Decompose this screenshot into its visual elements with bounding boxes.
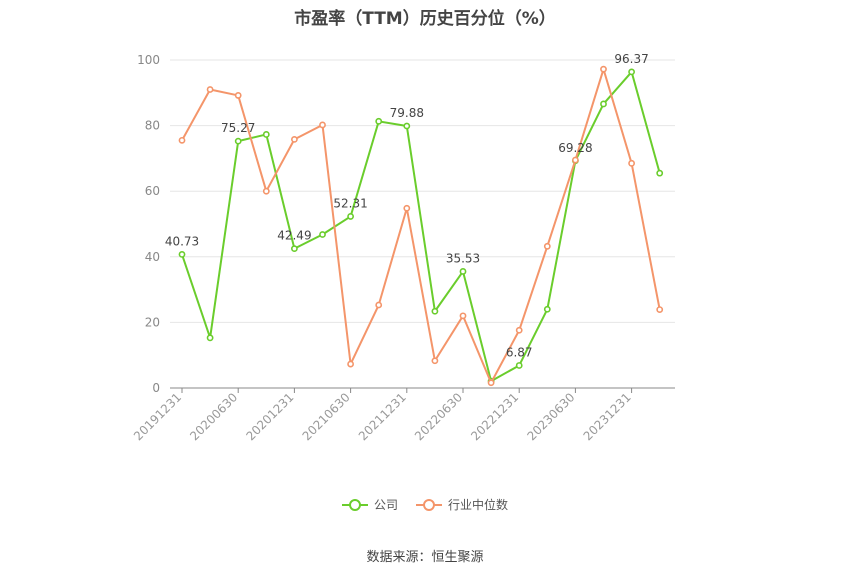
series-line-company — [181, 70, 661, 383]
y-tick-label: 40 — [145, 250, 160, 264]
x-tick-label: 20221231 — [468, 390, 521, 443]
company-point — [206, 334, 214, 342]
y-tick-label: 60 — [145, 184, 160, 198]
x-tick-label: 20220630 — [412, 390, 465, 443]
company-point — [234, 137, 242, 145]
industry-median-point — [206, 86, 214, 93]
industry-median-point — [290, 135, 298, 143]
industry-median-point — [487, 379, 495, 387]
data-label: 79.88 — [390, 106, 424, 120]
data-label: 42.49 — [277, 229, 311, 243]
company-point — [262, 131, 270, 138]
company-point — [628, 68, 635, 76]
industry-median-point — [234, 92, 242, 99]
x-tick-label: 20191231 — [131, 390, 184, 443]
company-point — [431, 307, 439, 315]
industry-median-point — [347, 360, 354, 368]
industry-median-point — [178, 136, 186, 144]
legend-item-industry-median[interactable]: 行业中位数 — [416, 496, 508, 513]
company-point — [290, 245, 298, 253]
industry-median-point — [572, 156, 579, 164]
y-tick-label: 80 — [145, 119, 160, 133]
industry-median-point — [600, 65, 607, 73]
company-point — [319, 231, 326, 238]
data-label: 35.53 — [446, 251, 480, 265]
x-tick-label: 20231231 — [581, 390, 634, 443]
industry-median-point — [459, 312, 467, 320]
x-tick-label: 20200630 — [187, 390, 240, 443]
company-point — [600, 100, 607, 108]
gridlines — [170, 59, 675, 323]
source-note: 数据来源：恒生聚源 — [366, 550, 484, 565]
chart-title: 市盈率（TTM）历史百分位（%） — [294, 9, 556, 29]
data-label: 96.37 — [614, 52, 648, 66]
series-lines — [178, 65, 664, 387]
industry-median-point — [431, 357, 439, 365]
industry-median-point — [262, 187, 270, 195]
legend-swatch-company — [341, 498, 368, 511]
company-point — [656, 169, 664, 177]
industry-median-point — [515, 326, 523, 334]
x-tick-label: 20211231 — [356, 390, 409, 443]
data-label: 6.87 — [506, 345, 533, 359]
y-tick-label: 100 — [137, 53, 160, 67]
company-point — [543, 305, 551, 313]
legend: 公司 行业中位数 — [0, 496, 850, 513]
industry-median-point — [628, 159, 635, 167]
x-tick-label: 20201231 — [243, 390, 296, 443]
x-tick-label: 20210630 — [300, 390, 353, 443]
y-tick-label: 20 — [145, 315, 160, 329]
company-point — [347, 213, 354, 220]
data-label: 75.27 — [221, 121, 255, 135]
company-point — [403, 122, 411, 130]
industry-median-point — [656, 306, 664, 314]
y-tick-label: 0 — [152, 381, 160, 395]
industry-median-point — [375, 301, 383, 309]
data-label: 40.73 — [165, 234, 199, 248]
industry-median-point — [319, 121, 326, 129]
legend-item-company[interactable]: 公司 — [341, 496, 398, 513]
data-label: 69.28 — [558, 141, 592, 155]
legend-label-industry-median: 行业中位数 — [448, 498, 509, 512]
company-point — [515, 362, 523, 369]
legend-label-company: 公司 — [373, 498, 398, 512]
company-point — [375, 117, 383, 125]
series-line-industry-median — [181, 68, 661, 384]
industry-median-point — [543, 242, 551, 250]
data-label: 52.31 — [333, 196, 367, 210]
company-point — [178, 251, 186, 258]
industry-median-point — [403, 204, 411, 212]
company-point — [459, 268, 467, 275]
legend-swatch-industry-median — [416, 498, 442, 511]
data-labels: 40.73 75.27 42.49 52.31 79.88 35.53 6.87 69.28 9… — [165, 52, 649, 360]
x-tick-label: 20230630 — [524, 390, 577, 443]
